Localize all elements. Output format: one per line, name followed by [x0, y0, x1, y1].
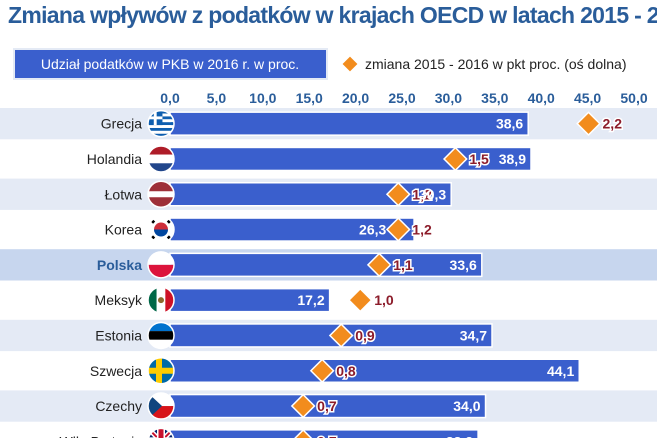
category-label: Estonia [95, 327, 142, 343]
change-marker [576, 111, 601, 137]
category-label: Szwecja [90, 363, 142, 379]
estonia-flag [147, 321, 175, 350]
netherlands-flag [147, 145, 175, 173]
x-tick-label: 25,0 [388, 90, 415, 106]
greece-flag [147, 109, 175, 138]
x-tick-label: 30,0 [435, 90, 462, 106]
change-marker [309, 358, 335, 384]
change-label: 0,9 [355, 327, 375, 343]
change-marker [328, 323, 354, 348]
change-label: 0,7 [317, 398, 337, 414]
chart-title: Zmiana wpływów z podatków w krajach OECD… [8, 2, 657, 28]
legend-label-share: Udział podatków w PKB w 2016 r. w proc. [41, 56, 299, 72]
change-marker [385, 217, 411, 242]
change-label: 1,1 [393, 257, 413, 273]
row-7: Szwecja 0,8 44,1 [90, 357, 580, 385]
bar-value-label: 17,2 [297, 292, 324, 308]
bar-value-label: 33,6 [450, 257, 477, 273]
bar [169, 429, 479, 438]
bar-value-label: 34,0 [453, 398, 480, 414]
bar-value-label: 44,1 [547, 363, 574, 379]
change-label: 1,2 [412, 222, 432, 238]
change-label: 2,2 [603, 116, 623, 132]
category-label: Polska [97, 257, 142, 273]
category-label: Korea [105, 222, 143, 238]
south-korea-flag [147, 215, 175, 244]
bar-value-label: 33,2 [446, 433, 473, 438]
row-3: Korea 26,3 1,2 [105, 215, 433, 244]
latvia-flag [147, 180, 175, 208]
x-tick-label: 50,0 [620, 90, 647, 106]
legend-diamond-change [340, 54, 360, 74]
row-0: Grecja 38,6 2,2 [0, 108, 657, 140]
x-tick-label: 15,0 [296, 90, 323, 106]
row-1: Holandia 1,5 38,9 [87, 145, 532, 173]
bar-value-label: 38,6 [496, 116, 523, 132]
row-9: Wlk. Brytania 0,7 33,2 [60, 427, 479, 438]
row-6: Estonia 0,9 34,7 [0, 319, 657, 352]
x-tick-label: 5,0 [207, 90, 227, 106]
change-marker [442, 146, 468, 172]
change-marker [366, 252, 392, 278]
change-label: 0,7 [317, 433, 337, 438]
bar [169, 111, 529, 136]
bar-value-label: 34,7 [460, 327, 487, 343]
change-marker [290, 428, 316, 438]
change-marker [347, 287, 373, 313]
bar-value-label: 30,3 [419, 186, 446, 202]
bar-value-label: 26,3 [359, 222, 386, 238]
x-axis: 0,0 5,0 10,0 15,0 20,0 25,0 30,0 35,0 40,0 45,0 50… [160, 90, 648, 106]
poland-flag [147, 251, 175, 279]
category-label: Meksyk [95, 292, 143, 308]
czech-flag [147, 392, 175, 420]
row-4: Polska 1,1 33,6 [0, 249, 657, 281]
change-label: 1,2 [412, 186, 432, 202]
category-label: Czechy [95, 398, 142, 414]
x-tick-label: 40,0 [528, 90, 555, 106]
legend-swatch-share [13, 48, 328, 80]
category-label: Grecja [101, 116, 142, 132]
bar [169, 252, 483, 278]
bar [169, 358, 580, 383]
x-tick-label: 20,0 [342, 90, 369, 106]
mexico-flag [147, 286, 175, 314]
category-label: Łotwa [105, 186, 143, 202]
legend: Udział podatków w PKB w 2016 r. w proc. z… [13, 48, 626, 80]
change-label: 1,5 [469, 151, 489, 167]
legend-label-change: zmiana 2015 - 2016 w pkt proc. (oś dolna… [365, 56, 626, 72]
change-marker [290, 393, 316, 419]
sweden-flag [147, 357, 175, 385]
change-label: 0,8 [336, 363, 356, 379]
x-tick-label: 10,0 [249, 90, 276, 106]
bar-value-label: 38,9 [499, 151, 526, 167]
x-tick-label: 45,0 [574, 90, 601, 106]
x-tick-label: 35,0 [481, 90, 508, 106]
row-2: Łotwa 1,230,3 [0, 178, 657, 210]
change-marker [385, 181, 411, 207]
category-label: Wlk. Brytania [60, 433, 143, 438]
row-8: Czechy 0,7 34,0 [0, 390, 657, 422]
row-5: Meksyk 17,2 1,0 [95, 286, 395, 314]
change-label: 1,0 [374, 292, 394, 308]
category-label: Holandia [87, 151, 142, 167]
x-tick-label: 0,0 [160, 90, 180, 106]
